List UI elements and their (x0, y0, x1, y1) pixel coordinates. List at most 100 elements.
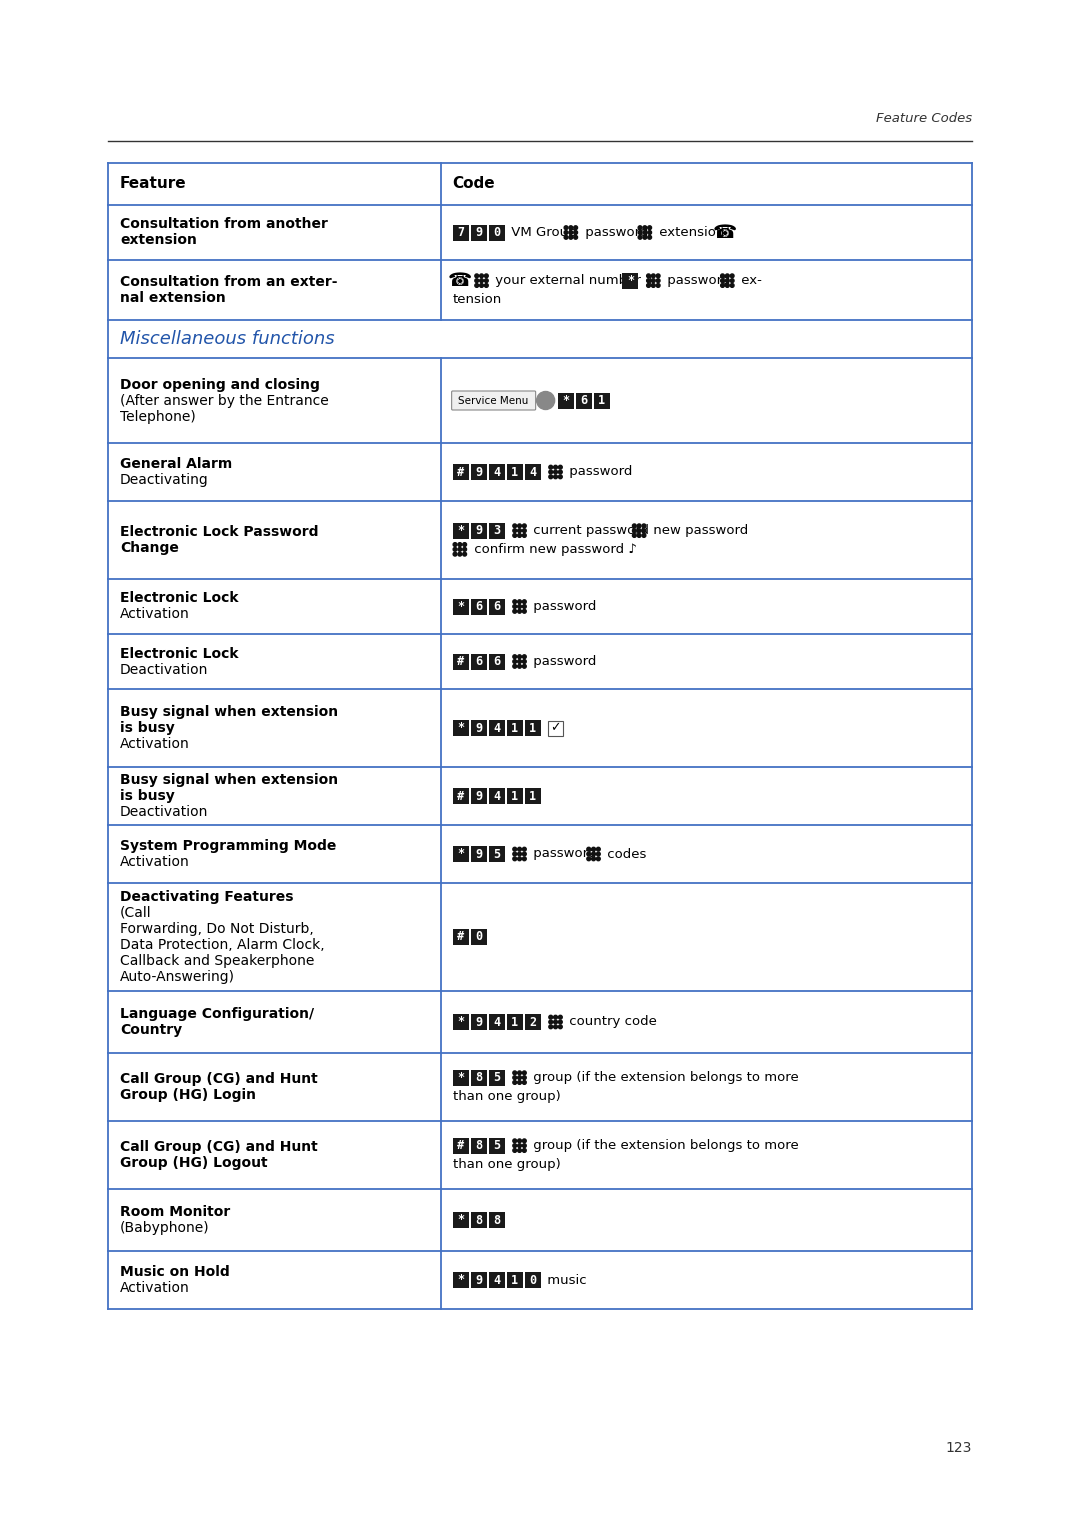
Text: Consultation from another: Consultation from another (120, 217, 328, 232)
Circle shape (633, 529, 636, 533)
Circle shape (462, 542, 467, 547)
Circle shape (480, 284, 484, 287)
Text: *: * (626, 274, 634, 287)
Circle shape (523, 605, 526, 608)
Circle shape (730, 278, 734, 283)
FancyBboxPatch shape (453, 788, 469, 804)
Text: Group (HG) Login: Group (HG) Login (120, 1088, 256, 1102)
Text: *: * (457, 1273, 464, 1287)
Circle shape (586, 853, 591, 856)
Circle shape (517, 601, 522, 604)
Text: 9: 9 (475, 790, 482, 802)
Circle shape (647, 278, 650, 283)
Text: 8: 8 (494, 1213, 500, 1227)
Text: Group (HG) Logout: Group (HG) Logout (120, 1157, 268, 1170)
Text: Service Menu: Service Menu (458, 396, 529, 405)
Circle shape (647, 274, 650, 278)
Circle shape (458, 547, 462, 552)
Text: 9: 9 (475, 721, 482, 735)
FancyBboxPatch shape (507, 720, 523, 736)
Text: Data Protection, Alarm Clock,: Data Protection, Alarm Clock, (120, 938, 325, 952)
Circle shape (523, 1071, 526, 1074)
Circle shape (638, 226, 642, 229)
Circle shape (573, 231, 578, 234)
Circle shape (523, 656, 526, 659)
Text: than one group): than one group) (453, 1089, 561, 1103)
Text: Forwarding, Do Not Disturb,: Forwarding, Do Not Disturb, (120, 921, 314, 937)
Text: 6: 6 (494, 601, 500, 613)
FancyBboxPatch shape (471, 1070, 487, 1086)
Circle shape (648, 235, 651, 240)
Text: Call Group (CG) and Hunt: Call Group (CG) and Hunt (120, 1140, 318, 1154)
Text: 4: 4 (494, 721, 500, 735)
Circle shape (558, 1015, 563, 1019)
Text: 1: 1 (511, 790, 518, 802)
Text: 1: 1 (511, 721, 518, 735)
Text: password: password (529, 601, 597, 613)
Text: password: password (529, 848, 600, 860)
Circle shape (523, 660, 526, 663)
Circle shape (517, 1138, 522, 1143)
Text: 9: 9 (475, 466, 482, 478)
Text: 2: 2 (529, 1016, 536, 1028)
Text: group (if the extension belongs to more: group (if the extension belongs to more (529, 1071, 799, 1085)
Text: #: # (457, 790, 464, 802)
Circle shape (513, 1071, 516, 1074)
FancyBboxPatch shape (453, 1212, 469, 1229)
Text: your external number +: your external number + (491, 274, 657, 287)
Text: is busy: is busy (120, 721, 175, 735)
Circle shape (596, 853, 600, 856)
Text: ✓: ✓ (551, 721, 562, 735)
Text: 5: 5 (494, 848, 500, 860)
FancyBboxPatch shape (488, 225, 504, 240)
Circle shape (637, 529, 642, 533)
Circle shape (638, 231, 642, 234)
Text: confirm new password ♪: confirm new password ♪ (470, 542, 636, 556)
FancyBboxPatch shape (488, 1070, 504, 1086)
FancyBboxPatch shape (471, 599, 487, 614)
Circle shape (726, 274, 729, 278)
Text: 5: 5 (494, 1071, 500, 1085)
Text: 9: 9 (475, 1016, 482, 1028)
FancyBboxPatch shape (549, 721, 564, 735)
Text: *: * (457, 721, 464, 735)
Circle shape (513, 601, 516, 604)
Circle shape (517, 660, 522, 663)
FancyBboxPatch shape (622, 272, 638, 289)
Circle shape (573, 235, 578, 240)
FancyBboxPatch shape (471, 788, 487, 804)
Circle shape (523, 601, 526, 604)
Circle shape (454, 542, 457, 547)
Text: ☎: ☎ (447, 270, 472, 290)
Circle shape (523, 529, 526, 533)
Circle shape (480, 274, 484, 278)
Circle shape (637, 533, 642, 538)
Circle shape (564, 226, 568, 229)
Text: #: # (457, 656, 464, 668)
Circle shape (513, 1080, 516, 1085)
Circle shape (485, 284, 488, 287)
Circle shape (485, 278, 488, 283)
Text: #: # (457, 931, 464, 943)
Text: 9: 9 (475, 226, 482, 238)
Circle shape (517, 1071, 522, 1074)
Text: 4: 4 (494, 1273, 500, 1287)
Text: 0: 0 (529, 1273, 536, 1287)
Circle shape (523, 848, 526, 851)
FancyBboxPatch shape (488, 720, 504, 736)
Circle shape (554, 1015, 557, 1019)
Text: 9: 9 (475, 848, 482, 860)
Circle shape (638, 235, 642, 240)
Text: new password: new password (649, 524, 748, 538)
Circle shape (596, 848, 600, 851)
FancyBboxPatch shape (471, 720, 487, 736)
FancyBboxPatch shape (507, 1271, 523, 1288)
Circle shape (569, 235, 572, 240)
Text: *: * (457, 601, 464, 613)
Circle shape (517, 665, 522, 668)
Circle shape (642, 524, 646, 527)
Text: Auto-Answering): Auto-Answering) (120, 970, 235, 984)
Circle shape (642, 533, 646, 538)
FancyBboxPatch shape (507, 465, 523, 480)
FancyBboxPatch shape (488, 465, 504, 480)
